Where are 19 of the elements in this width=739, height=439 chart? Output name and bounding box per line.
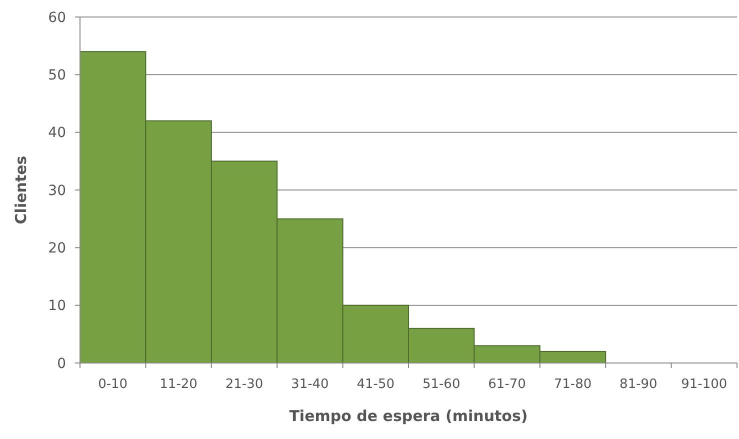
y-tick-label: 60 bbox=[48, 10, 66, 26]
x-tick-label: 11-20 bbox=[160, 377, 198, 392]
y-tick-label: 10 bbox=[48, 298, 66, 314]
x-tick-label: 51-60 bbox=[422, 377, 460, 392]
y-tick-label: 30 bbox=[48, 182, 66, 199]
y-tick-label: 20 bbox=[48, 240, 66, 257]
x-axis-title: Tiempo de espera (minutos) bbox=[289, 407, 528, 425]
y-axis-title: Clientes bbox=[12, 156, 30, 224]
y-tick-label: 50 bbox=[48, 68, 66, 84]
x-tick-label: 41-50 bbox=[356, 377, 395, 392]
x-tick-label: 61-70 bbox=[488, 377, 526, 392]
y-tick-label: 0 bbox=[57, 356, 66, 372]
x-tick-label: 81-90 bbox=[620, 377, 658, 392]
x-tick-label: 91-100 bbox=[681, 377, 728, 392]
y-tick-label: 40 bbox=[48, 125, 66, 142]
x-tick-label: 71-80 bbox=[554, 377, 592, 392]
x-tick-label: 31-40 bbox=[291, 377, 329, 392]
x-tick-label: 0-10 bbox=[98, 377, 128, 392]
x-tick-label: 21-30 bbox=[225, 377, 264, 392]
